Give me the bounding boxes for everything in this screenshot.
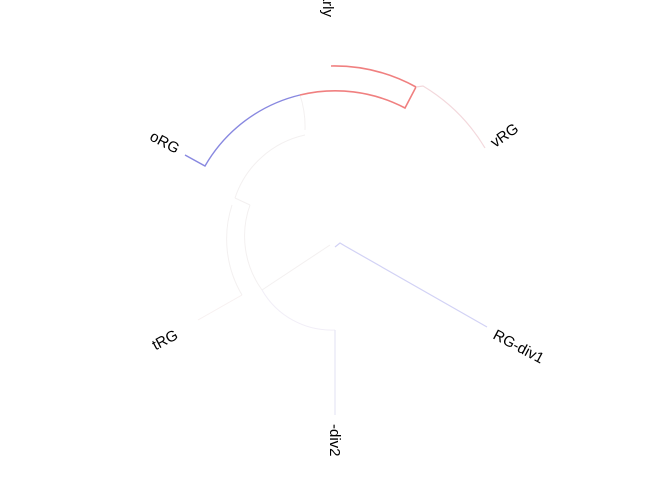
tip-label-org: oRG: [147, 128, 182, 157]
tip-label-early: -early: [319, 0, 336, 17]
branch-internal-7: [261, 289, 336, 331]
branch-early: [299, 65, 418, 110]
branch-trg: [197, 294, 243, 321]
branch-org: [184, 94, 301, 167]
tip-label-rgdiv1: RG-div1: [490, 327, 547, 368]
branch-internal-3: [234, 197, 251, 206]
branch-internal-4: [244, 204, 263, 291]
tip-label-vrg: vRG: [488, 120, 522, 151]
tip-label-trg: tRG: [149, 327, 181, 355]
branch-internal-2: [234, 134, 306, 199]
branch-internal-5: [226, 204, 243, 296]
branch-internal-1: [299, 94, 306, 131]
branch-vrg: [415, 85, 486, 149]
branch-rgdiv1: [334, 242, 488, 328]
branch-internal-6: [261, 244, 331, 291]
tip-label-div2: -div2: [326, 424, 343, 457]
